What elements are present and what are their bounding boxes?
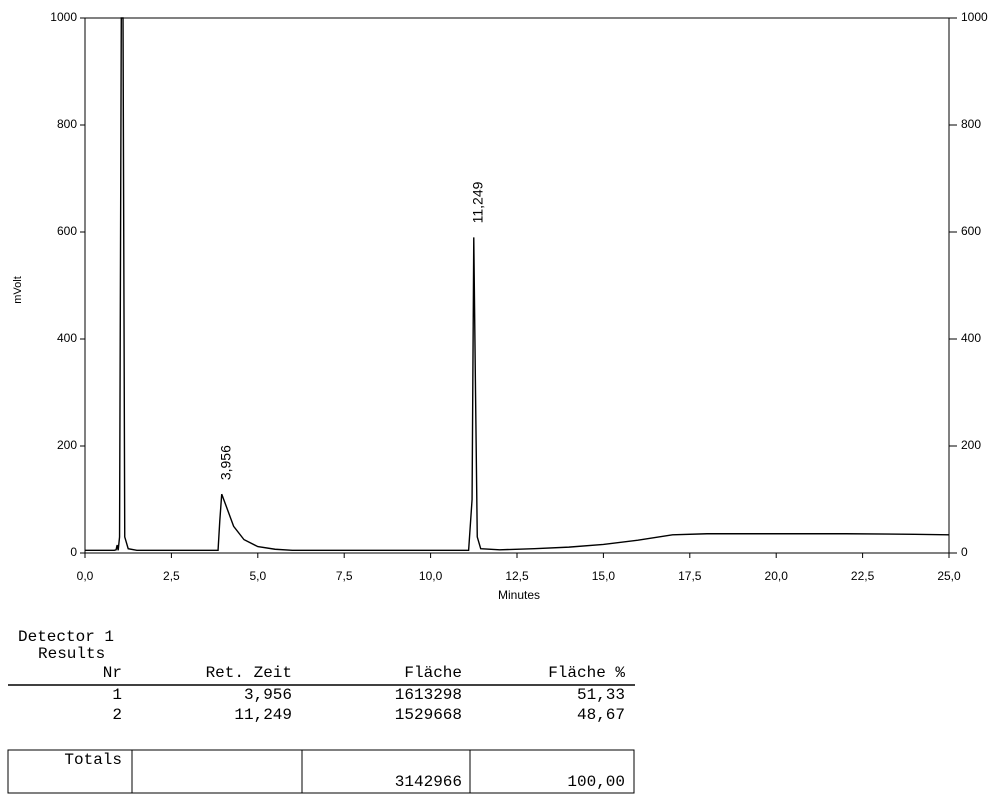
- y-axis-label: mVolt: [12, 276, 24, 304]
- totals-box: [7, 749, 635, 794]
- y2-tick-label: 1000: [961, 10, 988, 24]
- x-tick-label: 17,5: [678, 569, 702, 583]
- x-tick-label: 15,0: [592, 569, 616, 583]
- totals-percent: 100,00: [567, 773, 625, 791]
- x-tick-label: 0,0: [77, 569, 94, 583]
- y-tick-label: 1000: [50, 10, 77, 24]
- trace: [85, 17, 950, 552]
- y2-tick-label: 800: [961, 117, 981, 131]
- plot-frame: [84, 17, 950, 554]
- peak-label: 3,956: [217, 445, 233, 480]
- x-tick-label: 2,5: [163, 569, 180, 583]
- y-tick-label: 600: [57, 224, 77, 238]
- table-cell: 1: [112, 686, 122, 704]
- x-axis-label: Minutes: [498, 588, 540, 602]
- x-tick-label: 12,5: [505, 569, 529, 583]
- header-cell: Fläche %: [548, 664, 625, 682]
- x-tick-label: 5,0: [249, 569, 266, 583]
- totals-area: 3142966: [395, 773, 462, 791]
- table-cell: 51,33: [577, 686, 625, 704]
- table-cell: 2: [112, 706, 122, 724]
- y-tick-label: 200: [57, 438, 77, 452]
- totals-label: Totals: [64, 751, 122, 769]
- x-tick-label: 7,5: [336, 569, 353, 583]
- table-cell: 1529668: [395, 706, 462, 724]
- header-cell: Nr: [103, 664, 122, 682]
- table-cell: 1613298: [395, 686, 462, 704]
- y2-tick-label: 400: [961, 331, 981, 345]
- y2-tick-label: 600: [961, 224, 981, 238]
- y-tick-label: 0: [70, 545, 77, 559]
- y2-tick-label: 200: [961, 438, 981, 452]
- table-cell: 3,956: [244, 686, 292, 704]
- x-tick-label: 10,0: [419, 569, 443, 583]
- header-cell: Fläche: [404, 664, 462, 682]
- table-cell: 11,249: [234, 706, 292, 724]
- y2-tick-label: 0: [961, 545, 968, 559]
- detector-label: Detector 1: [18, 628, 114, 646]
- x-tick-label: 20,0: [765, 569, 789, 583]
- x-tick-label: 22,5: [851, 569, 875, 583]
- y-tick-label: 800: [57, 117, 77, 131]
- header-cell: Ret. Zeit: [206, 664, 292, 682]
- y-tick-label: 400: [57, 331, 77, 345]
- table-cell: 48,67: [577, 706, 625, 724]
- x-tick-label: 25,0: [937, 569, 961, 583]
- results-title: Results: [38, 645, 105, 663]
- peak-label: 11,249: [469, 181, 485, 223]
